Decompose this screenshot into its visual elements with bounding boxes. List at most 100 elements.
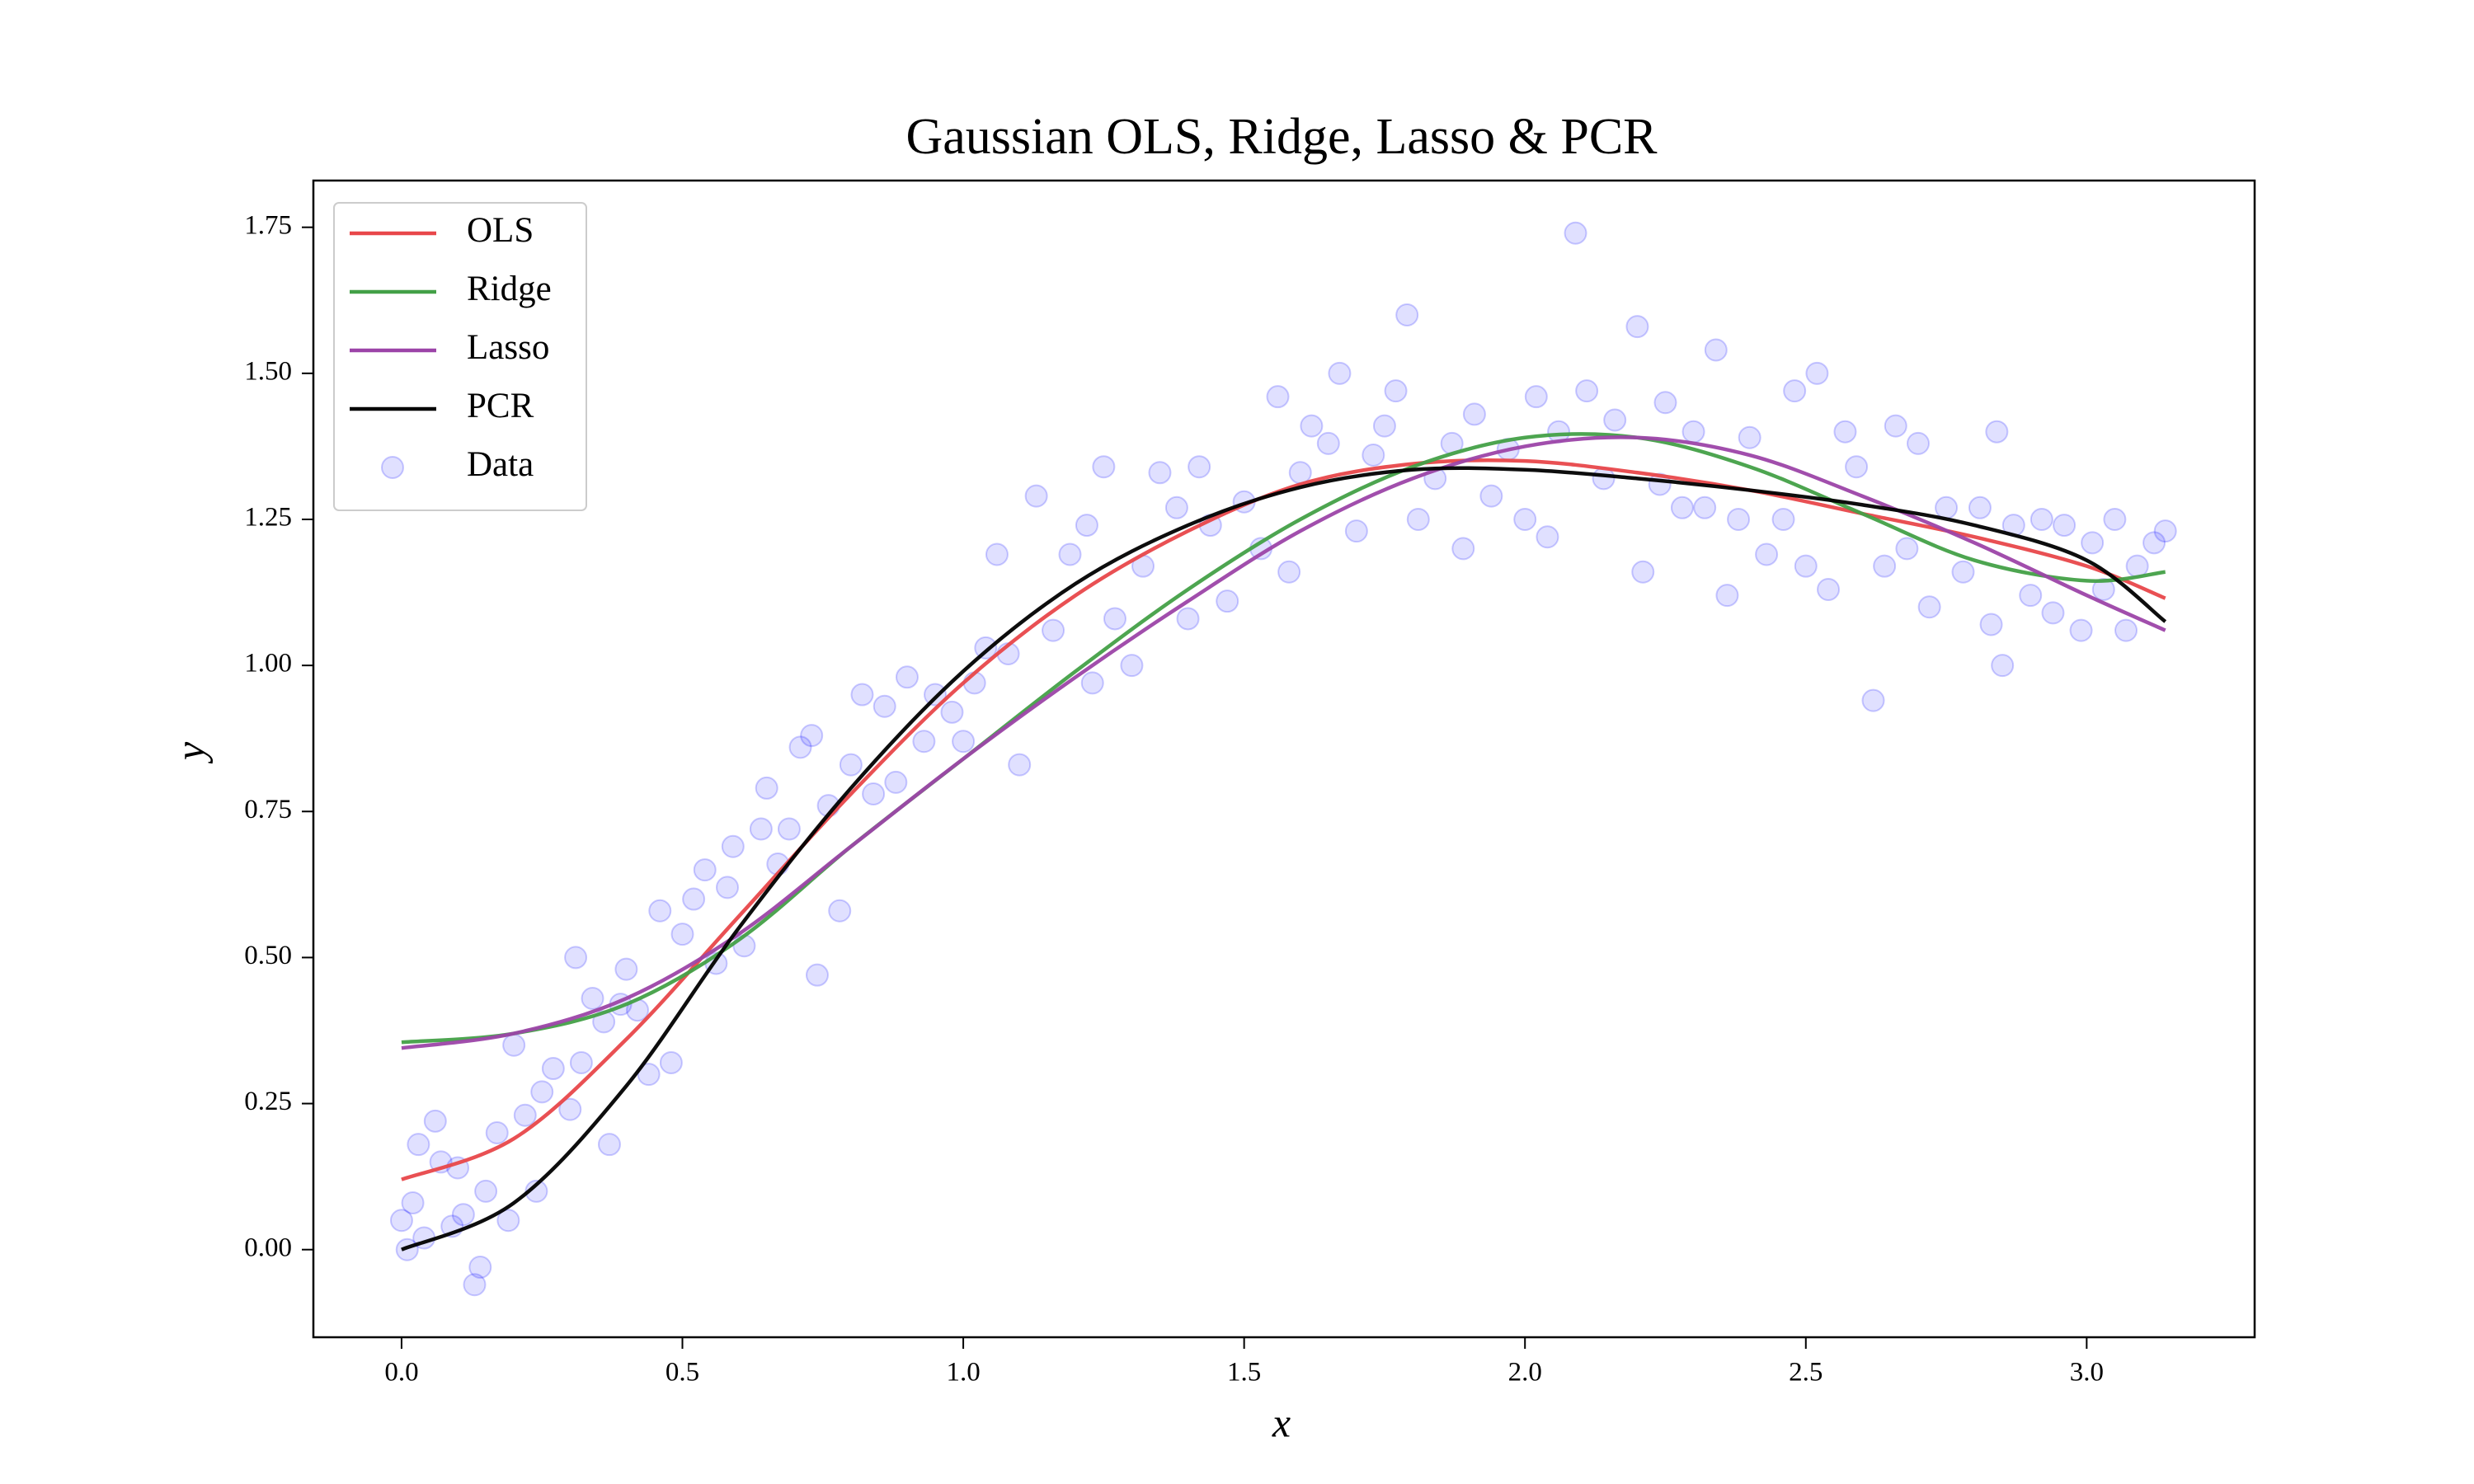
data-point — [1479, 484, 1503, 508]
data-point — [2069, 618, 2093, 642]
data-point — [1771, 507, 1795, 531]
data-point — [1794, 554, 1818, 578]
data-point — [895, 665, 919, 689]
data-point — [924, 683, 948, 707]
data-point — [1861, 688, 1885, 712]
data-point — [974, 636, 998, 660]
data-point — [1833, 420, 1857, 444]
fit-line — [401, 432, 2166, 1045]
data-point — [1845, 455, 1869, 479]
x-tick-label: 1.0 — [946, 1358, 980, 1388]
data-point — [1372, 414, 1396, 438]
data-point — [788, 735, 812, 759]
data-point — [884, 770, 908, 794]
data-point — [1951, 560, 1975, 584]
data-point — [1681, 420, 1705, 444]
y-tick-label: 1.50 — [244, 356, 292, 386]
data-point — [1715, 584, 1739, 608]
data-point — [1603, 408, 1627, 432]
chart-title: Gaussian OLS, Ridge, Lasso & PCR — [905, 109, 1658, 165]
data-point — [524, 1179, 548, 1203]
data-point — [1693, 495, 1717, 519]
data-point — [2081, 531, 2105, 555]
data-point — [828, 899, 852, 923]
data-point — [1968, 495, 1992, 519]
data-point — [2114, 618, 2138, 642]
data-point — [1148, 461, 1172, 485]
y-tick-label: 0.50 — [244, 941, 292, 970]
y-tick-label: 1.25 — [244, 503, 292, 533]
data-point — [1895, 537, 1919, 561]
y-tick-label: 1.75 — [244, 210, 292, 240]
data-point — [1176, 607, 1200, 631]
x-tick-label: 2.5 — [1789, 1358, 1823, 1388]
data-point — [581, 987, 604, 1011]
data-point — [2053, 514, 2077, 538]
y-tick-label: 0.00 — [244, 1233, 292, 1262]
data-point — [513, 1103, 537, 1127]
data-point — [468, 1255, 492, 1279]
data-point — [1625, 315, 1649, 339]
y-tick-label: 0.25 — [244, 1087, 292, 1116]
x-tick-label: 2.0 — [1508, 1358, 1542, 1388]
data-point — [2125, 554, 2149, 578]
data-point — [648, 899, 672, 923]
data-point — [2103, 507, 2127, 531]
data-point — [1344, 519, 1368, 543]
fit-line — [401, 466, 2167, 1252]
data-point — [474, 1179, 498, 1203]
data-point — [1805, 361, 1829, 385]
data-point — [777, 817, 801, 841]
data-point — [1216, 589, 1239, 613]
data-point — [1288, 461, 1312, 485]
legend-label: Ridge — [467, 270, 552, 308]
data-point — [912, 730, 936, 754]
x-tick-label: 0.0 — [384, 1358, 418, 1388]
legend-swatch — [381, 456, 404, 479]
data-point — [1873, 554, 1897, 578]
data-point — [1042, 618, 1065, 642]
data-point — [1738, 425, 1761, 449]
data-point — [1524, 385, 1548, 409]
data-point — [1462, 402, 1486, 426]
data-point — [2019, 584, 2043, 608]
data-point — [463, 1273, 487, 1297]
data-point — [614, 957, 638, 981]
y-axis-label: y — [167, 741, 213, 764]
data-point — [423, 1109, 447, 1133]
data-point — [2091, 578, 2115, 602]
data-point — [715, 876, 739, 899]
data-point — [872, 694, 896, 718]
data-point — [1120, 654, 1144, 678]
data-point — [1362, 444, 1385, 467]
data-point — [1564, 221, 1587, 245]
data-point — [1075, 514, 1098, 538]
data-point — [1817, 578, 1841, 602]
data-point — [749, 817, 773, 841]
data-point — [1277, 560, 1301, 584]
data-point — [389, 1209, 413, 1233]
data-point — [805, 963, 829, 987]
data-point — [407, 1133, 430, 1157]
data-point — [1384, 379, 1408, 403]
legend-label: OLS — [467, 211, 534, 250]
data-point — [558, 1097, 582, 1121]
data-point — [693, 858, 717, 882]
data-point — [541, 1057, 565, 1081]
data-point — [1917, 595, 1941, 619]
data-point — [637, 1063, 661, 1087]
data-point — [1670, 495, 1694, 519]
data-point — [2142, 531, 2166, 555]
data-point — [940, 700, 964, 724]
legend: OLS Ridge Lasso PCR Data — [333, 202, 587, 511]
data-point — [1631, 560, 1655, 584]
data-point — [862, 782, 886, 806]
data-point — [1884, 414, 1907, 438]
data-point — [1783, 379, 1807, 403]
data-point — [1395, 303, 1419, 326]
x-tick-label: 0.5 — [666, 1358, 699, 1388]
data-point — [1316, 431, 1340, 455]
data-point — [451, 1203, 475, 1227]
data-point — [1188, 455, 1211, 479]
x-axis-label: x — [1272, 1399, 1291, 1445]
